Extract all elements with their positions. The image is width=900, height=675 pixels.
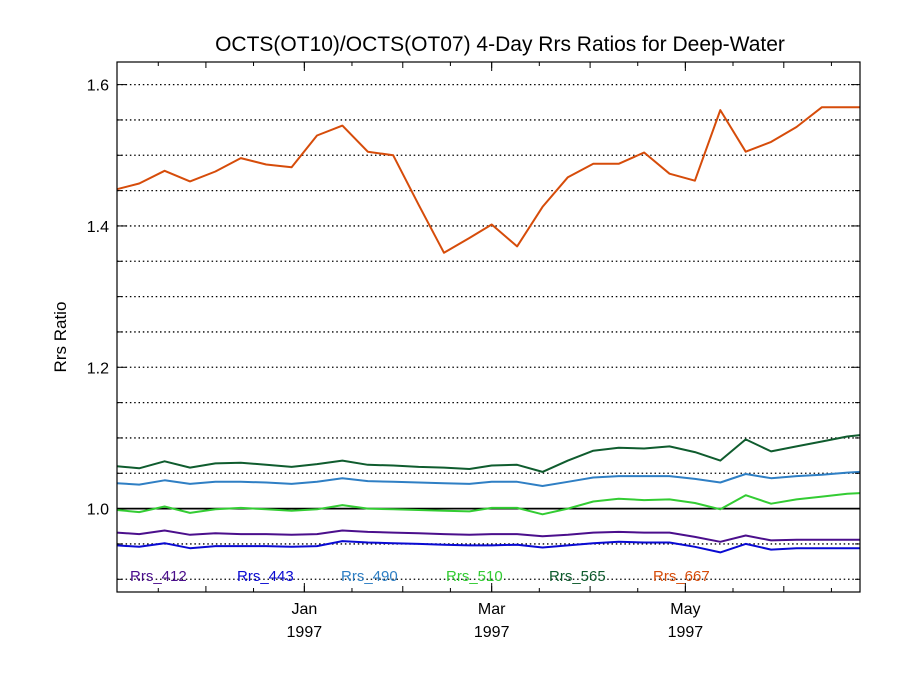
grid-lines xyxy=(117,83,860,580)
x-tick-label-year: 1997 xyxy=(287,624,323,641)
x-tick-label-year: 1997 xyxy=(668,624,704,641)
x-tick-label-year: 1997 xyxy=(474,624,510,641)
legend-item-rrs_565: Rrs_565 xyxy=(549,568,606,585)
y-tick-label: 1.4 xyxy=(87,219,109,236)
x-tick-label-month: Jan xyxy=(291,601,317,618)
legend: Rrs_412 Rrs_443 Rrs_490 Rrs_510 Rrs_565 Rrs_6… xyxy=(130,568,710,585)
y-tick-label: 1.0 xyxy=(87,502,109,519)
x-axis-ticks: Jan 1997 Mar 1997 May 1997 xyxy=(157,62,832,641)
series-line-rrs_490 xyxy=(116,470,861,487)
chart-title: OCTS(OT10)/OCTS(OT07) 4-Day Rrs Ratios f… xyxy=(215,33,785,56)
y-tick-label: 1.2 xyxy=(87,360,109,377)
series-lines xyxy=(116,106,861,554)
legend-item-rrs_490: Rrs_490 xyxy=(341,568,398,585)
y-axis-ticks: 1.0 1.2 1.4 1.6 xyxy=(87,78,860,580)
plot-frame xyxy=(116,61,861,593)
series-line-rrs_412 xyxy=(116,529,860,543)
y-axis-label: Rrs Ratio xyxy=(51,302,70,373)
legend-item-rrs_510: Rrs_510 xyxy=(446,568,503,585)
axes xyxy=(116,61,861,593)
series-line-rrs_565 xyxy=(116,434,861,473)
legend-item-rrs_443: Rrs_443 xyxy=(237,568,294,585)
x-tick-label-month: May xyxy=(670,601,700,618)
legend-item-rrs_412: Rrs_412 xyxy=(130,568,187,585)
legend-item-rrs_667: Rrs_667 xyxy=(653,568,710,585)
y-tick-label: 1.6 xyxy=(87,78,109,95)
x-tick-label-month: Mar xyxy=(478,601,506,618)
series-line-rrs_667 xyxy=(116,106,860,254)
series-line-rrs_443 xyxy=(116,540,860,554)
series-line-rrs_510 xyxy=(116,492,861,516)
